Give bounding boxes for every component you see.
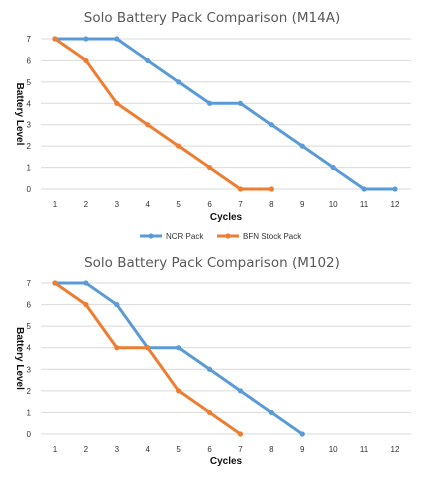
data-point [83,57,89,64]
legend-marker [148,233,154,239]
data-point [52,280,58,286]
y-tick-label: 4 [27,99,32,108]
series-line-2 [54,281,242,436]
data-point [206,366,213,372]
y-tick-label: 6 [27,301,32,310]
data-point [83,280,89,286]
y-tick-label: 1 [27,408,32,417]
data-point [268,409,274,416]
data-point [52,36,58,42]
data-point [176,143,182,149]
data-point [206,409,213,416]
data-point [114,36,120,42]
chart-1: Solo Battery Pack Comparison (M14A)01234… [14,10,411,241]
y-tick-label: 5 [27,78,32,87]
x-tick-label: 6 [207,445,212,454]
x-tick-label: 12 [391,200,400,209]
x-tick-label: 3 [115,200,120,209]
data-point [83,301,89,308]
data-point [299,143,305,149]
data-point [145,57,151,64]
data-point [206,164,213,171]
data-point [237,186,244,192]
data-point [206,100,213,106]
x-tick-label: 5 [176,200,181,209]
x-tick-label: 3 [115,445,120,454]
y-tick-label: 4 [27,344,32,353]
y-tick-label: 2 [27,387,32,396]
x-tick-label: 10 [329,445,338,454]
x-tick-label: 9 [300,445,305,454]
data-point [176,388,182,394]
x-tick-label: 11 [360,445,369,454]
data-point [237,431,244,437]
data-point [114,100,120,106]
x-tick-label: 5 [176,445,181,454]
data-point [361,186,367,192]
data-point [268,122,274,128]
x-tick-label: 6 [207,200,212,209]
x-tick-label: 9 [300,200,305,209]
legend-label: NCR Pack [166,232,204,241]
x-tick-label: 2 [84,200,89,209]
x-axis-label: Cycles [210,456,243,467]
y-tick-label: 3 [27,121,32,130]
y-axis-label: Battery Level [14,83,25,146]
x-tick-label: 8 [269,200,274,209]
data-point [176,345,182,351]
legend-marker [225,233,231,239]
x-axis-label: Cycles [210,212,243,223]
y-tick-label: 0 [27,430,32,439]
chart-title: Solo Battery Pack Comparison (M102) [84,255,340,271]
data-point [176,79,182,85]
y-tick-label: 7 [27,35,32,44]
x-tick-label: 12 [391,445,400,454]
series-line-2 [54,37,272,191]
data-point [83,36,89,42]
y-tick-label: 5 [27,322,32,331]
x-tick-label: 1 [53,200,58,209]
data-point [114,301,120,308]
y-axis-label: Battery Level [14,327,25,390]
y-tick-label: 0 [27,185,32,194]
x-tick-label: 2 [84,445,89,454]
x-tick-label: 4 [146,200,151,209]
x-tick-label: 7 [238,200,243,209]
x-tick-label: 4 [146,445,151,454]
x-tick-label: 8 [269,445,274,454]
y-tick-label: 7 [27,279,32,288]
series-line-1 [55,281,304,436]
x-tick-label: 1 [53,445,58,454]
data-point [392,186,398,192]
data-point [237,388,244,394]
x-tick-label: 11 [360,200,369,209]
y-tick-label: 2 [27,142,32,151]
data-point [330,164,336,171]
data-point [114,345,120,351]
y-tick-label: 3 [27,365,32,374]
y-tick-label: 6 [27,56,32,65]
data-point [299,431,305,437]
chart-2: Solo Battery Pack Comparison (M102)01234… [14,255,411,467]
x-tick-label: 7 [238,445,243,454]
series-line-1 [55,37,395,191]
data-point [268,186,274,192]
data-point [145,122,151,128]
legend: NCR Pack BFN Stock Pack [140,232,302,241]
x-tick-label: 10 [329,200,338,209]
legend-label: BFN Stock Pack [243,232,302,241]
data-point [237,100,244,106]
chart-title: Solo Battery Pack Comparison (M14A) [84,10,340,26]
y-tick-label: 1 [27,164,32,173]
data-point [145,345,151,351]
